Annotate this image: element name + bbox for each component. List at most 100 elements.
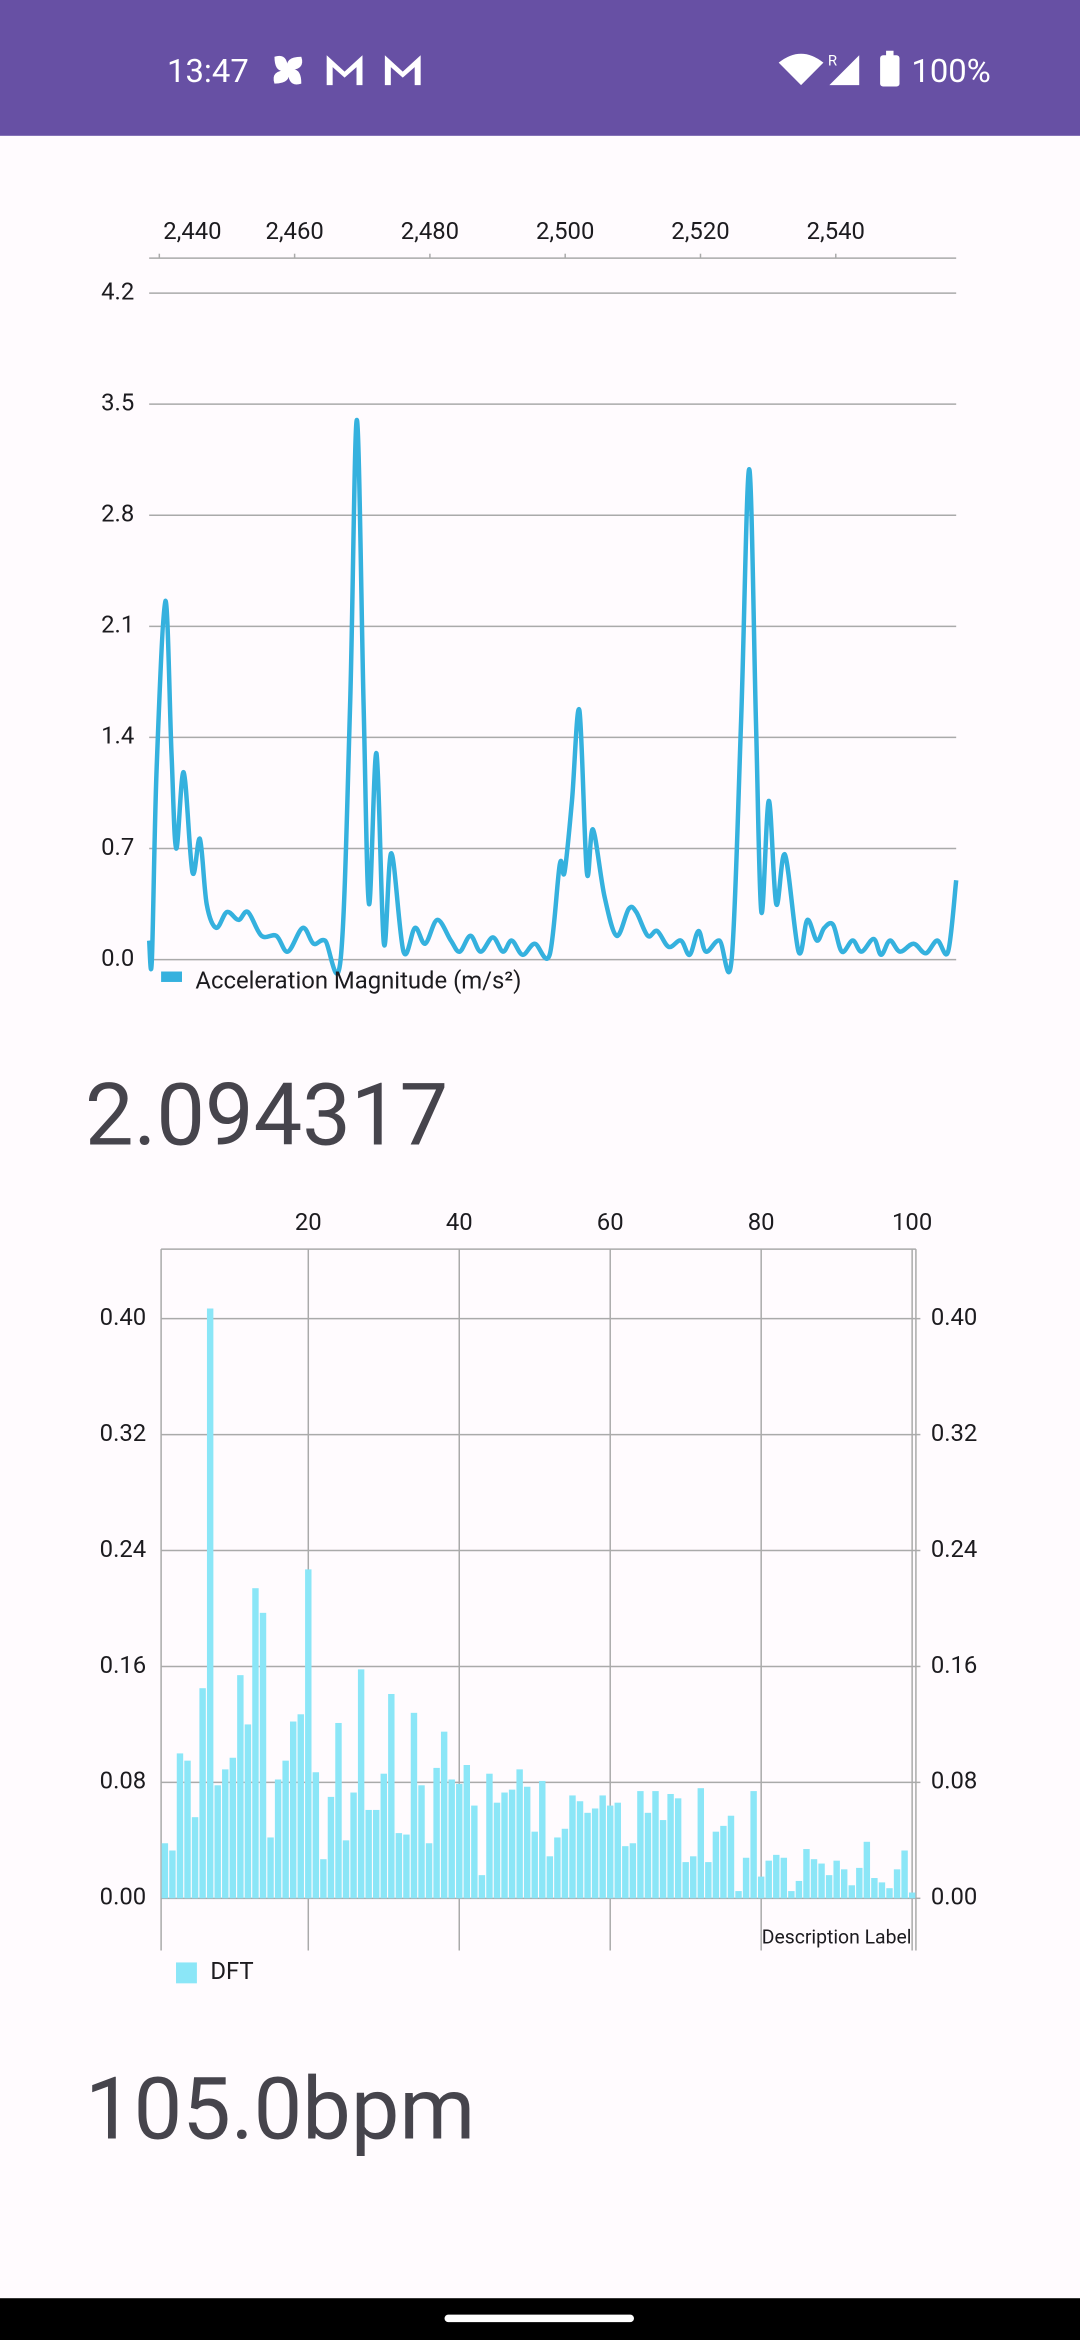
y-tick-label: 0.7 bbox=[101, 833, 134, 861]
magnitude-readout: 2.094317 bbox=[85, 1066, 448, 1167]
bar bbox=[410, 1712, 418, 1899]
x-tick-label: 2,460 bbox=[265, 217, 323, 245]
bar bbox=[327, 1796, 335, 1899]
bar bbox=[229, 1757, 237, 1899]
mail-icon bbox=[384, 55, 421, 86]
bar bbox=[342, 1840, 350, 1899]
bar bbox=[539, 1780, 546, 1899]
battery-icon bbox=[880, 55, 900, 87]
bar bbox=[773, 1854, 780, 1899]
y-tick-label: 0.40 bbox=[100, 1303, 147, 1331]
bar bbox=[289, 1721, 297, 1899]
bar bbox=[191, 1817, 199, 1899]
bar bbox=[440, 1731, 448, 1899]
bar bbox=[365, 1809, 372, 1899]
bar bbox=[690, 1856, 697, 1899]
bar bbox=[531, 1831, 538, 1899]
bar bbox=[433, 1767, 440, 1899]
y2-tick-label: 0.24 bbox=[931, 1535, 978, 1563]
roaming-icon: R bbox=[828, 52, 837, 70]
bar bbox=[463, 1765, 471, 1899]
bar bbox=[335, 1722, 342, 1899]
bar bbox=[161, 1843, 169, 1899]
bar bbox=[818, 1863, 825, 1899]
y-tick-label: 1.4 bbox=[101, 722, 134, 750]
bar bbox=[871, 1878, 878, 1899]
bar bbox=[199, 1688, 206, 1899]
bar bbox=[765, 1860, 772, 1899]
y2-tick-label: 0.00 bbox=[931, 1883, 978, 1911]
bar bbox=[682, 1862, 689, 1899]
bar bbox=[516, 1769, 523, 1899]
bar bbox=[425, 1843, 433, 1899]
bar bbox=[803, 1849, 810, 1899]
bar bbox=[471, 1805, 478, 1899]
bar bbox=[448, 1779, 455, 1899]
bar bbox=[878, 1882, 886, 1899]
bar bbox=[184, 1760, 191, 1899]
x-tick-label: 2,500 bbox=[536, 217, 594, 245]
bar bbox=[893, 1869, 901, 1899]
battery-level: 100% bbox=[911, 53, 990, 91]
bar bbox=[267, 1837, 274, 1899]
y2-tick-label: 0.08 bbox=[931, 1767, 978, 1795]
bar bbox=[674, 1798, 682, 1899]
bar bbox=[244, 1724, 252, 1899]
bar bbox=[644, 1812, 652, 1899]
bar bbox=[169, 1850, 176, 1899]
bar bbox=[418, 1785, 425, 1899]
bar bbox=[274, 1779, 282, 1899]
y-tick-label: 2.8 bbox=[101, 500, 134, 528]
status-bar bbox=[0, 0, 1080, 136]
clock: 13:47 bbox=[167, 53, 249, 91]
bpm-readout: 105.0bpm bbox=[85, 2060, 475, 2161]
bar bbox=[554, 1837, 561, 1899]
bar bbox=[599, 1795, 606, 1899]
legend-swatch bbox=[176, 1962, 197, 1984]
y-tick-label: 3.5 bbox=[101, 388, 134, 416]
y-tick-label: 0.32 bbox=[100, 1419, 147, 1447]
bar bbox=[508, 1789, 516, 1899]
bar bbox=[222, 1769, 229, 1899]
bar bbox=[825, 1875, 833, 1899]
bar bbox=[523, 1786, 531, 1899]
bar bbox=[388, 1693, 395, 1899]
bar bbox=[569, 1795, 576, 1899]
bar bbox=[357, 1669, 365, 1899]
x-tick-label: 2,520 bbox=[671, 217, 729, 245]
notification-icons: R bbox=[273, 50, 900, 87]
y2-tick-label: 0.32 bbox=[931, 1419, 978, 1447]
bar bbox=[757, 1876, 765, 1899]
y-tick-label: 0.16 bbox=[100, 1651, 147, 1679]
bar bbox=[607, 1805, 614, 1899]
bar bbox=[350, 1792, 357, 1899]
fan-icon bbox=[273, 55, 303, 85]
bar bbox=[659, 1820, 667, 1899]
bar bbox=[614, 1802, 621, 1899]
bar bbox=[380, 1773, 387, 1899]
bar bbox=[478, 1875, 486, 1899]
bar bbox=[908, 1892, 916, 1899]
x-tick-label: 2,440 bbox=[163, 217, 221, 245]
bar bbox=[622, 1846, 629, 1899]
bar bbox=[403, 1834, 410, 1899]
bar bbox=[176, 1753, 184, 1899]
bar bbox=[584, 1812, 591, 1899]
y-tick-label: 4.2 bbox=[101, 277, 134, 305]
x-tick-label: 80 bbox=[748, 1208, 775, 1236]
description-label: Description Label bbox=[762, 1926, 912, 1949]
bar bbox=[727, 1815, 735, 1899]
legend-swatch bbox=[161, 971, 182, 982]
bar bbox=[705, 1862, 712, 1899]
bar bbox=[206, 1308, 214, 1899]
bar bbox=[667, 1793, 674, 1899]
x-tick-label: 20 bbox=[295, 1208, 322, 1236]
y2-tick-label: 0.40 bbox=[931, 1303, 978, 1331]
bar bbox=[833, 1860, 840, 1899]
x-tick-label: 2,480 bbox=[401, 217, 459, 245]
bar bbox=[788, 1891, 795, 1899]
home-handle[interactable] bbox=[444, 2314, 634, 2323]
bar bbox=[780, 1857, 788, 1899]
bar bbox=[305, 1569, 312, 1899]
